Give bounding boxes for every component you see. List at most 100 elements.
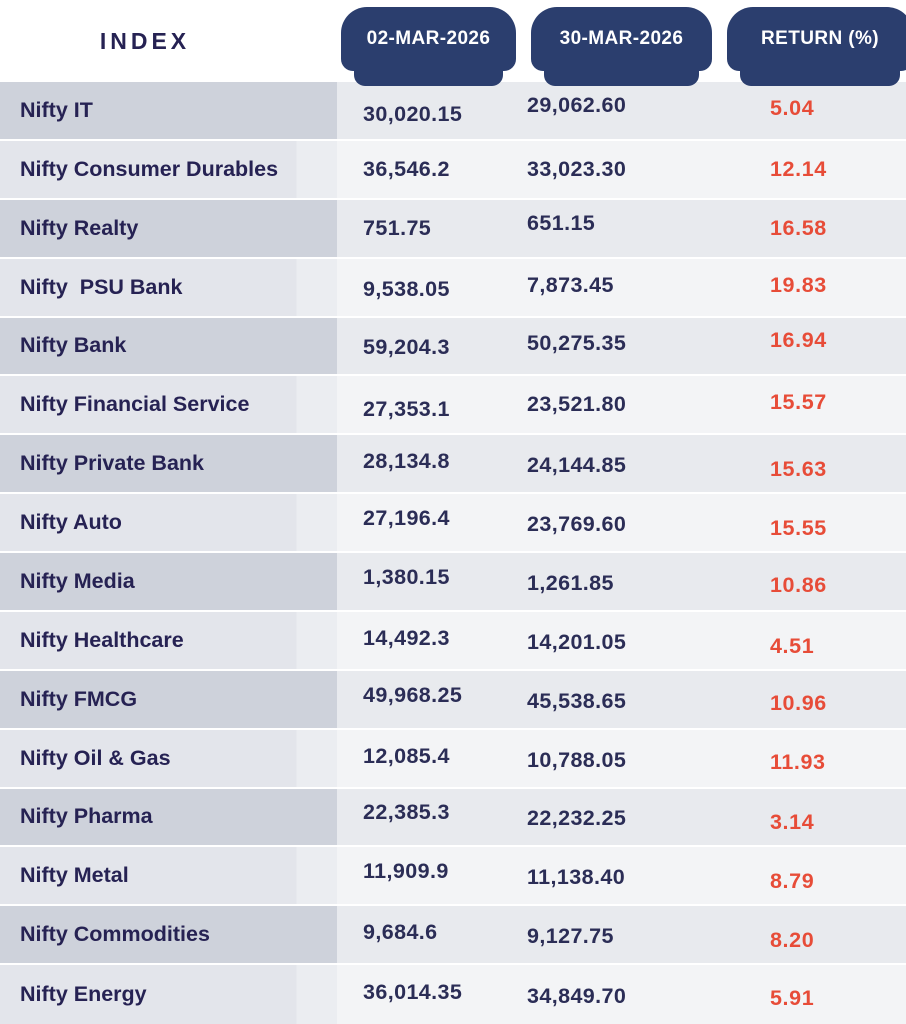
end-value-cell: 24,144.85 xyxy=(501,435,682,493)
return-value-cell: 8.79 xyxy=(682,847,906,905)
index-name-cell: Nifty Auto xyxy=(0,494,337,551)
return-value-cell-text: 10.86 xyxy=(770,572,827,597)
end-value-cell-text: 9,127.75 xyxy=(527,924,614,949)
end-value-cell-text: 50,275.35 xyxy=(527,331,627,356)
index-name-cell: Nifty Financial Service xyxy=(0,376,337,434)
table-row: Nifty Financial Service 27,353.1 23,521.80… xyxy=(0,376,906,436)
end-value-cell: 9,127.75 xyxy=(501,906,682,964)
table-row: Nifty Bank 59,204.3 50,275.35 16.94 xyxy=(0,317,906,377)
date-start-label: 02-MAR-2026 xyxy=(366,28,491,49)
start-value-cell: 36,014.35 xyxy=(337,965,501,1024)
start-value-cell-text: 14,492.3 xyxy=(363,625,450,650)
index-name-cell: Nifty FMCG xyxy=(0,670,337,728)
start-value-cell: 1,380.15 xyxy=(337,553,501,610)
return-value-cell-text: 15.63 xyxy=(770,457,827,482)
end-value-cell-text: 10,788.05 xyxy=(527,747,627,772)
end-value-cell-text: 29,062.60 xyxy=(527,92,627,117)
table-row: Nifty Healthcare 14,492.3 14,201.05 4.51 xyxy=(0,611,906,671)
end-value-cell: 651.15 xyxy=(501,199,682,257)
start-value-cell: 11,909.9 xyxy=(337,847,501,905)
index-name-cell: Nifty Media xyxy=(0,553,337,610)
end-value-cell-text: 33,023.30 xyxy=(527,156,627,181)
start-value-cell-text: 11,909.9 xyxy=(363,859,449,884)
return-value-cell-text: 8.20 xyxy=(770,928,815,953)
end-value-cell: 7,873.45 xyxy=(501,258,682,316)
start-value-cell-text: 59,204.3 xyxy=(363,335,450,360)
end-value-cell-text: 1,261.85 xyxy=(527,570,614,595)
return-value-cell-text: 5.04 xyxy=(770,95,815,120)
return-value-cell: 10.86 xyxy=(682,553,906,610)
end-value-cell-text: 22,232.25 xyxy=(527,806,627,831)
start-value-cell-text: 49,968.25 xyxy=(363,682,463,707)
end-value-cell: 45,538.65 xyxy=(501,670,682,728)
table-row: Nifty Consumer Durables 36,546.2 33,023.30… xyxy=(0,140,906,200)
end-value-cell-text: 11,138.40 xyxy=(527,865,626,890)
index-name-cell: Nifty PSU Bank xyxy=(0,258,337,316)
index-name-cell: Nifty Realty xyxy=(0,199,337,257)
index-column-header: INDEX xyxy=(99,27,191,54)
start-value-cell-text: 9,538.05 xyxy=(363,276,450,301)
table-row: Nifty Energy 36,014.35 34,849.70 5.91 xyxy=(0,965,906,1024)
start-value-cell-text: 1,380.15 xyxy=(363,564,450,589)
return-value-cell: 10.96 xyxy=(682,670,906,728)
start-value-cell: 14,492.3 xyxy=(337,611,501,669)
end-value-cell: 22,232.25 xyxy=(501,788,682,846)
return-value-cell-text: 5.91 xyxy=(770,986,815,1011)
date-column-header-end: 30-MAR-2026 xyxy=(531,7,712,86)
index-name-cell-text: Nifty Private Bank xyxy=(20,451,205,476)
table-header: INDEX 02-MAR-2026 30-MAR-2026 RETURN (%) xyxy=(0,0,906,86)
end-value-cell: 34,849.70 xyxy=(501,965,682,1024)
return-value-cell-text: 11.93 xyxy=(770,749,826,774)
return-value-cell: 15.57 xyxy=(682,376,906,434)
end-value-cell: 29,062.60 xyxy=(501,82,682,139)
start-value-cell-text: 36,014.35 xyxy=(363,980,463,1005)
table-row: Nifty IT 30,020.15 29,062.60 5.04 xyxy=(0,82,906,141)
return-value-cell-text: 16.94 xyxy=(770,328,827,353)
index-name-cell-text: Nifty Healthcare xyxy=(20,627,184,652)
return-value-cell-text: 12.14 xyxy=(770,156,827,181)
index-name-cell: Nifty Oil & Gas xyxy=(0,729,337,787)
return-value-cell-text: 10.96 xyxy=(770,690,827,715)
end-value-cell: 23,521.80 xyxy=(501,376,682,434)
index-name-cell: Nifty Bank xyxy=(0,317,337,375)
return-value-cell-text: 3.14 xyxy=(770,810,815,835)
index-name-cell: Nifty Energy xyxy=(0,965,337,1024)
start-value-cell-text: 27,353.1 xyxy=(363,397,450,422)
start-value-cell-text: 12,085.4 xyxy=(363,743,450,768)
start-value-cell-text: 28,134.8 xyxy=(363,449,450,474)
start-value-cell: 9,684.6 xyxy=(337,906,501,964)
index-name-cell-text: Nifty Realty xyxy=(20,215,139,240)
end-value-cell-text: 45,538.65 xyxy=(527,688,627,713)
return-value-cell: 5.04 xyxy=(682,82,906,139)
start-value-cell: 12,085.4 xyxy=(337,729,501,787)
return-header-label: RETURN (%) xyxy=(761,28,879,49)
table-row: Nifty PSU Bank 9,538.05 7,873.45 19.83 xyxy=(0,258,906,318)
index-name-cell-text: Nifty Commodities xyxy=(20,922,210,947)
start-value-cell: 36,546.2 xyxy=(337,140,501,198)
end-value-cell-text: 34,849.70 xyxy=(527,984,627,1009)
return-value-cell: 16.94 xyxy=(682,317,906,375)
end-value-cell: 10,788.05 xyxy=(501,729,682,787)
table-row: Nifty Commodities 9,684.6 9,127.75 8.20 xyxy=(0,906,906,966)
table-row: Nifty FMCG 49,968.25 45,538.65 10.96 xyxy=(0,670,906,730)
return-value-cell: 19.83 xyxy=(682,258,906,316)
start-value-cell: 30,020.15 xyxy=(337,82,501,139)
end-value-cell: 14,201.05 xyxy=(501,611,682,669)
table-row: Nifty Media 1,380.15 1,261.85 10.86 xyxy=(0,553,906,612)
index-name-cell-text: Nifty Pharma xyxy=(20,804,153,829)
return-value-cell-text: 19.83 xyxy=(770,272,827,297)
return-value-cell-text: 16.58 xyxy=(770,215,827,240)
index-name-cell-text: Nifty Energy xyxy=(20,982,147,1007)
index-name-cell: Nifty Healthcare xyxy=(0,611,337,669)
start-value-cell: 49,968.25 xyxy=(337,670,501,728)
start-value-cell: 22,385.3 xyxy=(337,788,501,846)
start-value-cell-text: 9,684.6 xyxy=(363,920,438,945)
return-column-header: RETURN (%) xyxy=(727,7,906,86)
end-value-cell: 23,769.60 xyxy=(501,494,682,551)
index-name-cell-text: Nifty Bank xyxy=(20,333,127,358)
index-name-cell-text: Nifty FMCG xyxy=(20,686,138,711)
return-value-cell: 4.51 xyxy=(682,611,906,669)
index-name-cell-text: Nifty IT xyxy=(20,97,93,122)
return-value-cell: 3.14 xyxy=(682,788,906,846)
